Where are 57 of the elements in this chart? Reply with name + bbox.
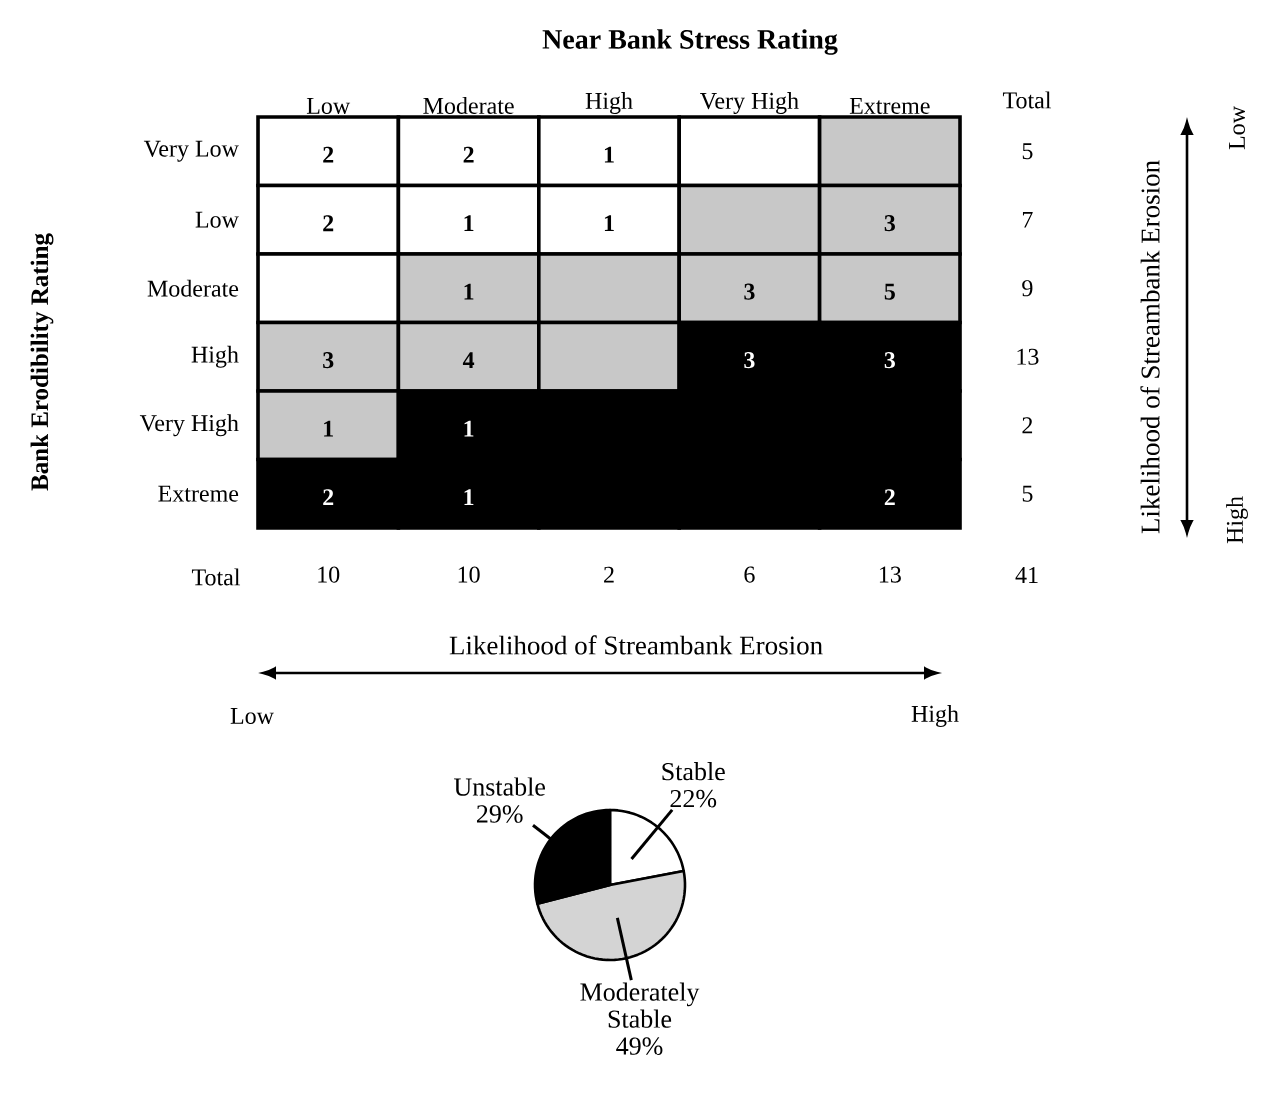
y2-tick-label: 7: [1022, 211, 1033, 228]
data-label: 1: [604, 215, 614, 232]
data-label: 1: [464, 215, 474, 232]
text: 2: [604, 566, 614, 583]
data-label: 1: [324, 420, 333, 437]
y2-tick-label: 5: [1022, 485, 1033, 502]
data-label: 2: [323, 215, 334, 232]
data-label: 1: [604, 146, 614, 163]
x-tick-label: High: [585, 92, 633, 114]
y-tick-label: High: [191, 345, 239, 368]
y2-tick-label: 5: [1022, 143, 1033, 160]
chart-title: Near Bank Stress Rating: [542, 29, 838, 55]
data-label: 3: [884, 215, 895, 232]
data-label: 1: [464, 283, 474, 300]
y-tick-label: Extreme: [158, 485, 239, 502]
text: 6: [744, 566, 755, 583]
y-axis-title: Bank Erodibility Rating: [30, 233, 54, 491]
data-label: 49%: [616, 1037, 663, 1055]
y-tick-label: Moderate: [147, 279, 239, 297]
data-label: 2: [323, 146, 334, 163]
data-label: 29%: [476, 805, 523, 823]
x-axis-title: Likelihood of Streambank Erosion: [449, 635, 823, 655]
data-label: 22%: [670, 789, 717, 808]
text: 10: [318, 566, 340, 583]
data-label: 2: [463, 146, 474, 163]
text: Total: [1002, 91, 1052, 109]
y-tick-label: Very Low: [143, 140, 239, 162]
data-label: 4: [462, 352, 475, 369]
x-tick-label: Very High: [700, 92, 799, 114]
data-label: 2: [884, 489, 895, 506]
slice-label: Moderately Stable: [580, 982, 700, 1028]
text: High: [911, 705, 959, 727]
y2-tick-label: 9: [1022, 280, 1033, 297]
text: Total: [191, 568, 241, 586]
data-label: 3: [744, 352, 755, 369]
text: Low: [230, 708, 274, 724]
data-label: 2: [323, 489, 334, 506]
text: 13: [879, 566, 901, 583]
data-label: 5: [884, 283, 895, 300]
y2-tick-label: 2: [1022, 417, 1033, 434]
data-label: 1: [464, 420, 474, 437]
y2-tick-label: 13: [1017, 348, 1039, 365]
slice-label: Unstable: [454, 777, 545, 796]
text: 41: [1015, 567, 1038, 583]
text: 10: [458, 566, 480, 583]
x-tick-label: Extreme: [849, 97, 930, 114]
y-tick-label: Very High: [139, 414, 239, 437]
data-label: 3: [744, 283, 755, 300]
text: High: [1226, 496, 1248, 544]
x-tick-label: Low: [306, 97, 351, 114]
y2-axis-title: Likelihood of Streambank Erosion: [1140, 160, 1160, 534]
y-tick-label: Low: [195, 211, 239, 228]
x-tick-label: Moderate: [423, 97, 514, 114]
data-label: 1: [464, 489, 474, 506]
slice-label: Stable: [662, 762, 725, 781]
data-label: 3: [323, 352, 334, 369]
data-label: 3: [884, 352, 895, 369]
